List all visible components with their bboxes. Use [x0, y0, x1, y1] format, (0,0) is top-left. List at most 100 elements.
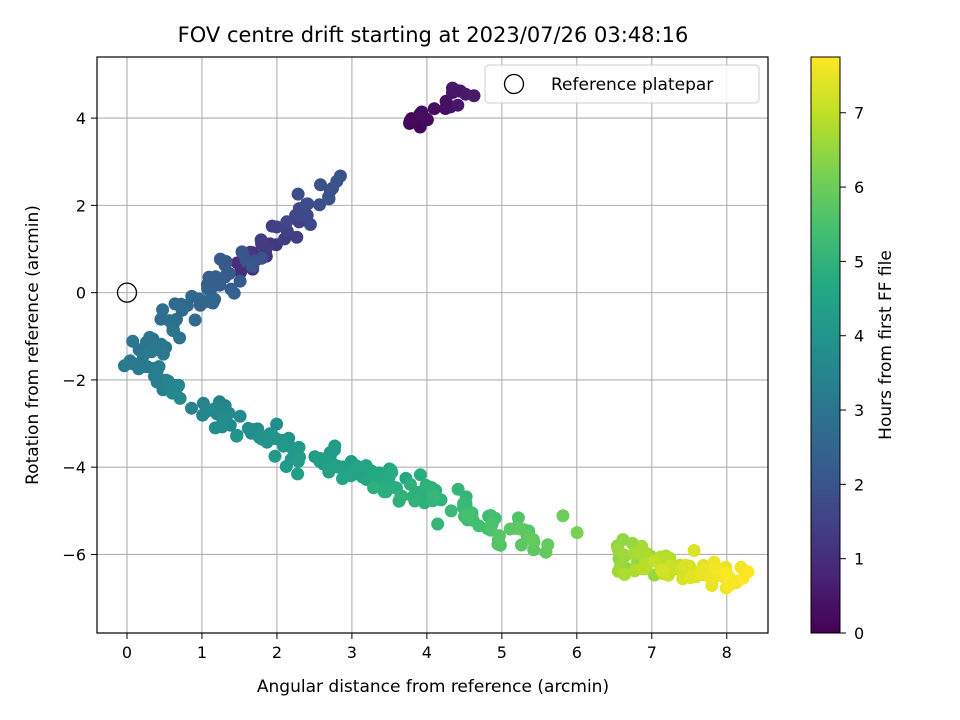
scatter-point [188, 313, 202, 327]
scatter-point [636, 562, 650, 576]
scatter-point [431, 517, 445, 531]
scatter-point [461, 508, 475, 522]
scatter-point [230, 429, 244, 443]
scatter-point [617, 548, 631, 562]
colorbar-tick-label: 7 [854, 104, 864, 123]
scatter-point [213, 252, 227, 266]
scatter-point [722, 579, 736, 592]
grid-lines [97, 57, 768, 633]
scatter-point [556, 509, 570, 523]
colorbar-ticks: 0 1 2 3 4 5 6 7 [840, 104, 864, 643]
scatter-point [570, 526, 584, 540]
scatter-point [156, 347, 170, 361]
scatter-point [268, 449, 282, 463]
scatter-point [154, 337, 168, 351]
scatter-point [277, 439, 290, 453]
colorbar-tick-label: 4 [854, 327, 864, 346]
scatter-point [196, 408, 210, 422]
scatter-point [541, 538, 555, 552]
chart-title: FOV centre drift starting at 2023/07/26 … [178, 23, 689, 47]
scatter-point [132, 362, 146, 376]
scatter-point [403, 477, 417, 491]
scatter-point [270, 220, 284, 234]
scatter-point [168, 297, 182, 311]
scatter-point [254, 233, 268, 247]
scatter-point [291, 467, 305, 481]
scatter-point [297, 208, 311, 222]
scatter-point [503, 522, 517, 536]
colorbar-tick-label: 1 [854, 550, 864, 569]
scatter-point [330, 460, 344, 474]
x-tick-label: 7 [647, 643, 657, 662]
scatter-point [279, 460, 293, 473]
colorbar-tick-label: 3 [854, 401, 864, 420]
scatter-point [327, 443, 341, 457]
scatter-point [216, 415, 230, 429]
scatter-point [440, 100, 453, 114]
scatter-point [126, 334, 140, 348]
scatter-point [280, 224, 294, 238]
x-tick-label: 4 [422, 643, 432, 662]
scatter-point [291, 454, 305, 468]
scatter-point [162, 314, 176, 328]
y-axis-label: Rotation from reference (arcmin) [23, 205, 43, 485]
scatter-point [314, 178, 327, 192]
scatter-point [203, 293, 217, 307]
scatter-point [291, 187, 305, 201]
scatter-point [333, 169, 347, 183]
scatter-point [427, 102, 441, 116]
scatter-point [280, 215, 294, 229]
plot-area-frame [96, 56, 769, 634]
colorbar-tick-label: 5 [854, 252, 864, 271]
scatter-point [687, 544, 701, 557]
scatter-point [459, 87, 473, 101]
scatter-point [227, 286, 241, 300]
x-axis-ticks: 0 1 2 3 4 5 6 7 8 [122, 633, 732, 662]
scatter-point [235, 245, 249, 259]
scatter-point [303, 218, 317, 231]
scatter-point [647, 554, 661, 568]
colorbar-tick-label: 2 [854, 475, 864, 494]
scatter-point [270, 417, 284, 431]
scatter-point [185, 401, 198, 415]
y-axis-ticks: −6 −4 −2 0 2 4 [62, 109, 97, 564]
y-tick-label: −2 [62, 371, 86, 390]
scatter-point [444, 504, 458, 518]
colorbar-tick-label: 0 [854, 624, 864, 643]
scatter-point [290, 230, 304, 244]
colorbar-gradient [810, 56, 841, 634]
x-tick-label: 0 [122, 643, 132, 662]
scatter-point [167, 323, 180, 337]
scatter-point [201, 282, 215, 296]
y-tick-label: −4 [62, 458, 86, 477]
scatter-point [446, 82, 460, 96]
scatter-point [427, 490, 441, 503]
legend: Reference platepar [484, 64, 760, 104]
scatter-point [202, 270, 216, 284]
scatter-point [618, 568, 631, 581]
scatter-point [314, 452, 327, 466]
y-tick-label: 0 [76, 284, 86, 303]
colorbar-label: Hours from first FF file [876, 250, 896, 440]
scatter-point [679, 558, 693, 572]
scatter-point [451, 98, 465, 112]
scatter-point [420, 113, 434, 127]
scatter-points [117, 81, 755, 595]
scatter-point [313, 198, 326, 212]
x-tick-label: 6 [572, 643, 582, 662]
legend-marker-reference [503, 73, 525, 95]
legend-label-reference: Reference platepar [551, 75, 713, 95]
reference-platepar-marker [116, 282, 138, 303]
scatter-point [300, 197, 313, 211]
scatter-point [657, 564, 671, 578]
scatter-point [156, 303, 170, 317]
y-tick-label: −6 [62, 545, 86, 564]
scatter-point [413, 468, 427, 482]
scatter-point [367, 481, 381, 495]
scatter-point [246, 260, 260, 274]
scatter-point [173, 391, 187, 405]
x-tick-label: 3 [347, 643, 357, 662]
colorbar: 0 1 2 3 4 5 6 7 Hours from first FF file [810, 56, 896, 643]
y-tick-label: 4 [76, 109, 86, 128]
